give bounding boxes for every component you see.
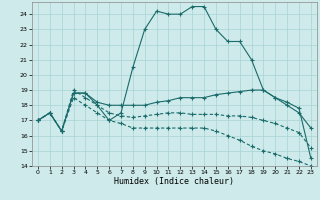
X-axis label: Humidex (Indice chaleur): Humidex (Indice chaleur) [115,177,234,186]
